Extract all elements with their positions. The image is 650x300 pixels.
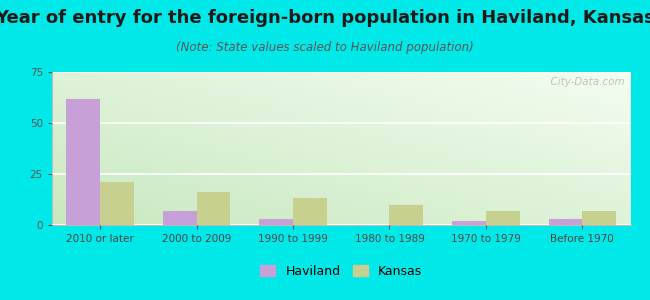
Bar <box>549 219 582 225</box>
Legend: Haviland, Kansas: Haviland, Kansas <box>255 260 427 283</box>
Bar <box>389 205 423 225</box>
Bar <box>259 219 293 225</box>
Text: Year of entry for the foreign-born population in Haviland, Kansas: Year of entry for the foreign-born popul… <box>0 9 650 27</box>
Bar <box>486 211 519 225</box>
Text: City-Data.com: City-Data.com <box>544 76 625 87</box>
Bar <box>196 192 230 225</box>
Bar <box>66 98 100 225</box>
Bar <box>163 211 196 225</box>
Bar <box>293 199 327 225</box>
Bar <box>582 211 616 225</box>
Bar <box>452 221 486 225</box>
Bar <box>100 182 134 225</box>
Text: (Note: State values scaled to Haviland population): (Note: State values scaled to Haviland p… <box>176 40 474 53</box>
